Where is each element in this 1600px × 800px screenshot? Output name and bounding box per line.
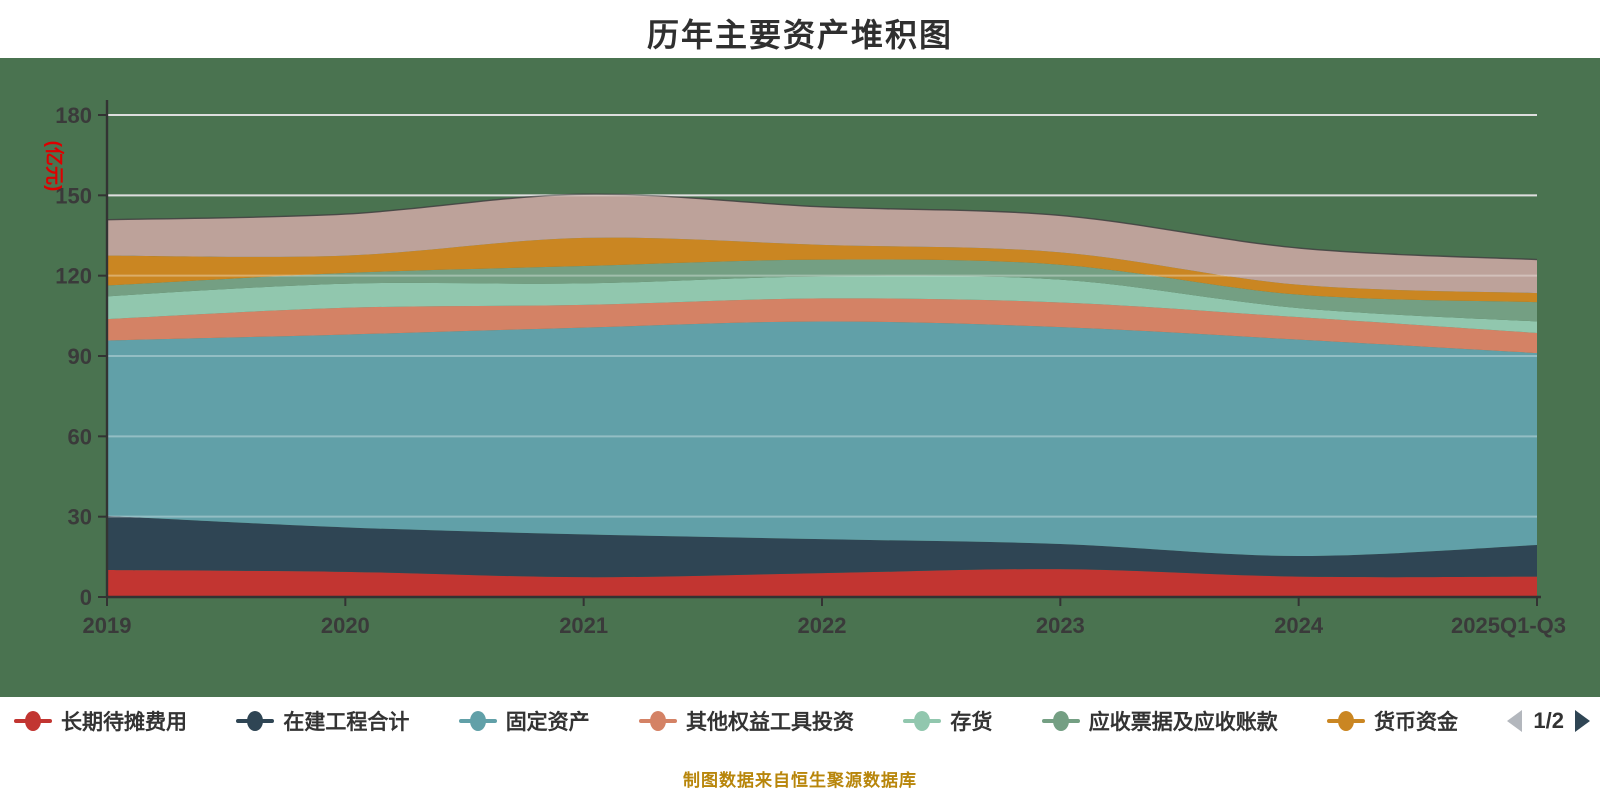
legend-marker-icon xyxy=(1327,710,1366,732)
legend-label: 长期待摊费用 xyxy=(61,711,187,734)
area-series-货币资金 xyxy=(107,237,1537,303)
x-axis-label-2020: 2020 xyxy=(321,613,370,638)
area-series-在建工程合计 xyxy=(107,515,1537,578)
legend-marker-dot xyxy=(1052,711,1069,731)
x-axis-label-2025Q1-Q3: 2025Q1-Q3 xyxy=(1451,613,1566,638)
legend-item-其他权益工具投资[interactable]: 其他权益工具投资 xyxy=(639,706,854,736)
legend-marker-dot xyxy=(469,711,486,731)
legend-marker-icon xyxy=(1041,710,1080,732)
legend-label: 其他权益工具投资 xyxy=(686,711,855,734)
legend-label: 应收票据及应收账款 xyxy=(1088,711,1278,734)
y-axis-label-150: 150 xyxy=(55,183,92,208)
legend-marker-dot xyxy=(1338,711,1355,731)
legend-item-固定资产[interactable]: 固定资产 xyxy=(458,706,590,736)
y-axis-label-0: 0 xyxy=(80,585,92,610)
legend-item-存货[interactable]: 存货 xyxy=(903,706,992,736)
legend-label: 在建工程合计 xyxy=(283,711,410,734)
legend-next-icon[interactable] xyxy=(1575,710,1590,732)
y-axis-label-180: 180 xyxy=(55,103,92,128)
legend-marker-dot xyxy=(247,711,264,731)
stacked-area-chart: 0 30 60 90 120 150 180 2019 2020 2021 2022 2023 2024… xyxy=(0,58,1600,700)
legend-pager: 1/2 xyxy=(1507,708,1590,734)
legend: 长期待摊费用 在建工程合计 固定资产 其他权益工具投资 存货 应收票据及应收账款 货币资金 … xyxy=(0,697,1600,745)
y-axis-label-120: 120 xyxy=(55,264,92,289)
legend-item-应收票据及应收账款[interactable]: 应收票据及应收账款 xyxy=(1041,706,1278,736)
x-axis-label-2024: 2024 xyxy=(1274,613,1324,638)
x-axis-label-2023: 2023 xyxy=(1036,613,1085,638)
area-series-长期待摊费用 xyxy=(107,569,1537,597)
y-axis-label-60: 60 xyxy=(68,424,92,449)
x-axis-label-2022: 2022 xyxy=(798,613,847,638)
area-series-固定资产 xyxy=(107,321,1537,557)
legend-marker-icon xyxy=(236,710,275,732)
legend-item-货币资金[interactable]: 货币资金 xyxy=(1327,706,1458,736)
legend-label: 存货 xyxy=(950,711,993,734)
area-series-extra xyxy=(107,194,1537,294)
legend-item-在建工程合计[interactable]: 在建工程合计 xyxy=(236,706,409,736)
legend-marker-dot xyxy=(914,711,931,731)
area-series-应收票据及应收账款 xyxy=(107,259,1537,322)
y-axis-label-30: 30 xyxy=(68,505,92,530)
area-series-存货 xyxy=(107,275,1537,333)
y-axis-unit-label: (亿元) xyxy=(43,141,66,192)
legend-marker-icon xyxy=(903,710,942,732)
data-source-note: 制图数据来自恒生聚源数据库 xyxy=(683,771,917,790)
legend-item-长期待摊费用[interactable]: 长期待摊费用 xyxy=(14,706,187,736)
legend-label: 货币资金 xyxy=(1374,711,1459,734)
chart-title: 历年主要资产堆积图 xyxy=(646,17,953,53)
legend-marker-icon xyxy=(639,710,678,732)
legend-prev-icon[interactable] xyxy=(1507,710,1523,732)
y-axis-label-90: 90 xyxy=(68,344,92,369)
area-series-其他权益工具投资 xyxy=(107,298,1537,354)
legend-label: 固定资产 xyxy=(505,711,590,734)
legend-marker-icon xyxy=(458,710,497,732)
legend-marker-dot xyxy=(650,711,667,731)
legend-marker-dot xyxy=(25,711,41,731)
legend-page-indicator: 1/2 xyxy=(1533,708,1564,733)
stack-top-edge xyxy=(106,193,1538,261)
x-axis-label-2019: 2019 xyxy=(83,613,132,638)
x-axis-label-2021: 2021 xyxy=(559,613,608,638)
legend-marker-icon xyxy=(14,710,52,732)
